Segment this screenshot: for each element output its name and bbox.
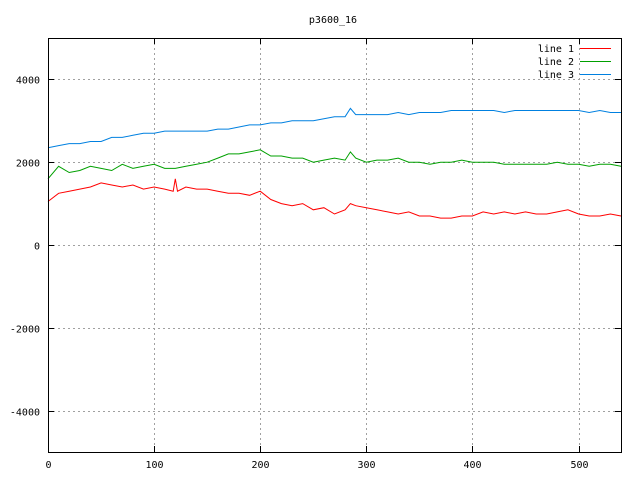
series-line-2: [47, 149, 622, 180]
series-line-3: [47, 107, 621, 149]
axis-ticks: 0 100 200 300 400 500 -4000 -2000 0 2000 4000: [10, 38, 621, 471]
plot-series: [47, 107, 622, 219]
legend: line 1 line 2 line 3: [538, 44, 611, 81]
legend-label: line 3: [538, 70, 574, 81]
x-tick-label: 200: [251, 460, 269, 471]
y-tick-label: -2000: [10, 325, 40, 336]
y-tick-label: 0: [34, 242, 40, 253]
x-tick-label: 500: [570, 460, 588, 471]
x-tick-label: 0: [45, 460, 51, 471]
chart-title: p3600_16: [309, 15, 357, 26]
y-tick-label: 2000: [16, 159, 40, 170]
legend-label: line 2: [538, 57, 574, 68]
y-tick-label: -4000: [10, 408, 40, 419]
y-tick-label: 4000: [16, 76, 40, 87]
legend-label: line 1: [538, 44, 574, 55]
x-tick-label: 400: [463, 460, 481, 471]
series-line-1: [47, 178, 622, 219]
x-tick-label: 100: [145, 460, 163, 471]
grid: [48, 38, 621, 452]
x-tick-label: 300: [357, 460, 375, 471]
